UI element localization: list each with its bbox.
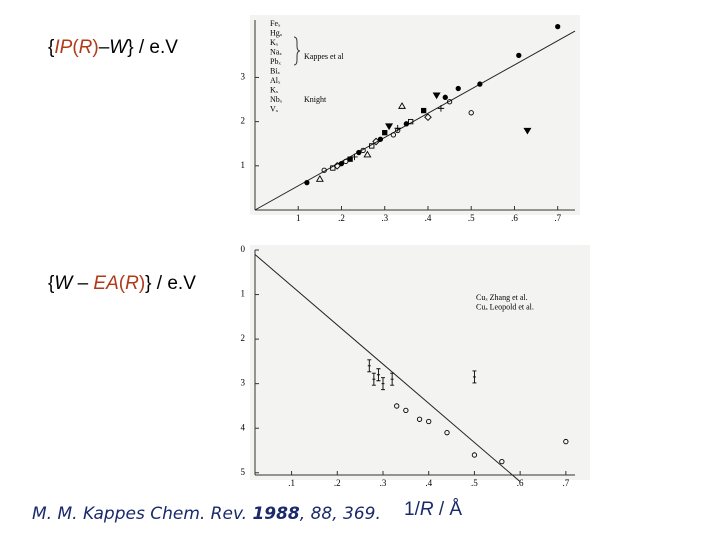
point bbox=[376, 368, 381, 382]
citation: M. M. Kappes Chem. Rev. 1988, 88, 369. bbox=[32, 504, 381, 524]
x-label: 1/R / Å bbox=[404, 499, 462, 520]
x-tick-label: .5 bbox=[471, 478, 478, 488]
point bbox=[437, 105, 445, 112]
x-tick-label: .2 bbox=[334, 478, 341, 488]
x-tick-label: .6 bbox=[511, 213, 518, 223]
point bbox=[446, 99, 453, 105]
y-label-top: {IP(R)–W} / e.V bbox=[48, 37, 178, 58]
y-tick-label: 3 bbox=[241, 378, 246, 388]
point bbox=[394, 403, 400, 409]
point bbox=[398, 102, 407, 109]
point bbox=[444, 430, 450, 436]
annotation: Knight bbox=[304, 95, 327, 104]
brace bbox=[293, 36, 301, 66]
x-tick-label: .4 bbox=[425, 478, 432, 488]
legend-label: Alₓ bbox=[270, 76, 281, 85]
point bbox=[333, 161, 341, 170]
point bbox=[471, 452, 478, 458]
point bbox=[477, 81, 483, 87]
point bbox=[420, 107, 427, 114]
fit-line bbox=[254, 30, 576, 211]
y-tick-label: 0 bbox=[241, 244, 246, 254]
legend-label: Hgₓ bbox=[270, 28, 283, 37]
point bbox=[424, 113, 432, 122]
legend-label: Feₓ bbox=[270, 19, 281, 28]
legend-label: Cuₓ Zhang et al. bbox=[476, 293, 528, 302]
point bbox=[382, 130, 388, 136]
point bbox=[403, 407, 409, 414]
point bbox=[381, 377, 385, 391]
point bbox=[304, 179, 310, 186]
y-tick-label: 2 bbox=[241, 333, 246, 343]
y-label-mid: {W – EA(R)} / e.V bbox=[48, 273, 196, 294]
point bbox=[321, 167, 327, 173]
point bbox=[426, 418, 432, 425]
point bbox=[408, 118, 414, 125]
legend-label: Kₓ bbox=[270, 38, 279, 47]
point bbox=[555, 23, 561, 30]
point bbox=[416, 416, 423, 422]
point bbox=[390, 132, 397, 138]
y-tick-label: 1 bbox=[241, 289, 246, 299]
point bbox=[315, 174, 324, 182]
point bbox=[363, 150, 372, 158]
point bbox=[347, 156, 353, 162]
legend-label: Naₓ bbox=[270, 47, 282, 56]
point bbox=[468, 110, 474, 116]
point bbox=[372, 137, 380, 146]
legend-label: Vₓ bbox=[270, 104, 279, 113]
point bbox=[360, 147, 366, 153]
x-tick-label: .3 bbox=[380, 478, 387, 488]
x-tick-label: 1 bbox=[296, 213, 301, 223]
point bbox=[563, 438, 569, 445]
x-tick-label: .3 bbox=[381, 213, 388, 223]
point bbox=[351, 153, 358, 161]
point bbox=[369, 143, 375, 149]
y-tick-label: 3 bbox=[241, 72, 246, 82]
point bbox=[385, 123, 394, 131]
point bbox=[472, 370, 477, 384]
point bbox=[377, 136, 384, 142]
point bbox=[403, 121, 410, 127]
point bbox=[455, 85, 461, 92]
point bbox=[330, 165, 336, 171]
point bbox=[338, 160, 345, 167]
legend-label: Nbₓ bbox=[270, 95, 283, 104]
legend-label: Biₓ bbox=[270, 66, 281, 75]
point bbox=[523, 127, 532, 135]
y-tick-label: 1 bbox=[241, 160, 246, 170]
x-tick-label: .2 bbox=[338, 213, 345, 223]
x-tick-label: .4 bbox=[425, 213, 432, 223]
point bbox=[442, 94, 448, 100]
point bbox=[343, 158, 349, 165]
x-tick-label: .5 bbox=[468, 213, 475, 223]
legend-label: Pbₓ bbox=[270, 57, 281, 66]
point bbox=[516, 52, 522, 58]
y-tick-label: 5 bbox=[241, 467, 246, 477]
x-tick-label: .7 bbox=[554, 213, 561, 223]
point bbox=[394, 125, 401, 132]
x-tick-label: .1 bbox=[288, 478, 295, 488]
annotation: Kappes et al bbox=[304, 52, 344, 61]
y-tick-label: 2 bbox=[241, 116, 246, 126]
legend-label: Kₓ bbox=[270, 85, 279, 94]
y-tick-label: 4 bbox=[241, 422, 246, 432]
point bbox=[390, 372, 395, 386]
point bbox=[432, 92, 441, 100]
point bbox=[356, 149, 362, 156]
fit-line bbox=[254, 254, 521, 483]
point bbox=[371, 372, 376, 386]
point bbox=[367, 359, 372, 373]
scan-2 bbox=[250, 245, 590, 480]
legend-label: Cuₓ Leopold et al. bbox=[476, 302, 534, 311]
x-tick-label: .7 bbox=[562, 478, 569, 488]
x-tick-label: .6 bbox=[517, 478, 524, 488]
point bbox=[499, 458, 505, 465]
